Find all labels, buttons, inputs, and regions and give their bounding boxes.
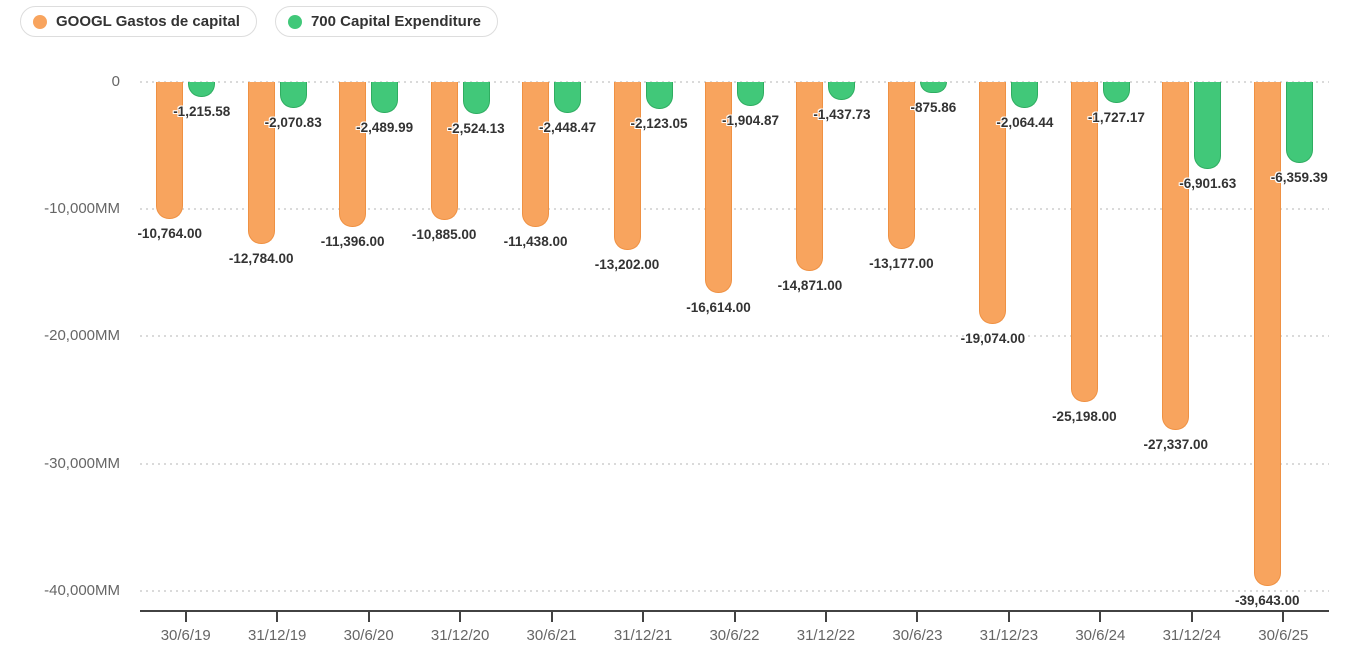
x-axis-category-label: 30/6/22 [709,627,760,644]
x-axis-tick [642,612,645,622]
bar-googl[interactable] [156,81,184,219]
data-label-googl: -14,871.00 [777,277,843,293]
legend-item-700[interactable]: 700 Capital Expenditure [274,6,499,37]
legend-label-700: 700 Capital Expenditure [310,13,482,30]
data-label-700: -2,070.83 [264,114,322,130]
bar-700[interactable] [737,81,764,106]
bar-googl[interactable] [1070,81,1098,403]
data-label-googl: -27,337.00 [1143,436,1209,452]
y-gridline [140,335,1329,338]
data-label-googl: -19,074.00 [960,331,1026,347]
bar-googl[interactable] [613,81,641,250]
chart-legend: GOOGL Gastos de capital 700 Capital Expe… [20,6,499,37]
x-axis-tick [184,612,187,622]
x-axis-tick [1007,612,1010,622]
x-axis-tick [916,612,919,622]
y-axis-tick-label: 0 [111,72,120,90]
x-axis-category-label: 30/6/20 [343,627,394,644]
data-label-googl: -10,764.00 [137,225,202,241]
x-axis-tick [1099,612,1102,622]
data-label-700: -2,064.44 [996,114,1054,130]
data-label-googl: -13,177.00 [869,256,934,272]
bar-googl[interactable] [430,81,458,221]
data-label-700: -2,448.47 [539,119,597,135]
bar-googl[interactable] [1253,81,1281,587]
x-axis-line [140,610,1329,612]
x-axis-tick [733,612,736,622]
data-label-700: -6,359.39 [1270,169,1328,185]
bar-700[interactable] [1285,81,1313,163]
data-label-googl: -39,643.00 [1234,593,1300,609]
bar-700[interactable] [1011,81,1039,108]
x-axis-category-label: 31/12/20 [430,627,490,644]
data-label-700: -1,727.17 [1087,110,1145,126]
bar-googl[interactable] [979,81,1007,325]
bar-700[interactable] [279,81,307,108]
y-axis-tick-label: -30,000MM [44,454,120,472]
x-axis-tick [1282,612,1285,622]
x-axis-tick [824,612,827,622]
y-axis-tick-label: -20,000MM [44,327,120,345]
bar-700[interactable] [554,81,582,113]
y-gridline [140,590,1329,592]
data-label-700: -1,904.87 [721,112,780,128]
data-label-googl: -10,885.00 [411,227,477,243]
bar-googl[interactable] [1162,81,1190,430]
legend-dot-orange-icon [33,14,47,29]
y-gridline [140,207,1329,210]
bar-700[interactable] [1102,81,1130,104]
data-label-700: -875.86 [910,99,957,115]
x-axis-category-label: 31/12/24 [1162,627,1221,644]
y-axis-tick-label: -40,000MM [44,582,120,599]
legend-label-googl: GOOGL Gastos de capital [56,13,240,30]
bar-700[interactable] [188,81,216,97]
bar-googl[interactable] [339,81,367,227]
bar-googl[interactable] [705,81,732,294]
bar-googl[interactable] [796,81,824,271]
legend-dot-green-icon [287,14,302,29]
x-axis-tick [367,612,370,622]
x-axis-category-label: 30/6/25 [1258,627,1309,644]
x-axis-category-label: 30/6/23 [892,627,943,644]
data-label-700: -2,489.99 [356,120,414,136]
data-label-700: -2,123.05 [630,115,688,131]
data-label-700: -2,524.13 [447,120,505,136]
x-axis-category-label: 31/12/21 [613,627,673,644]
x-axis-category-label: 30/6/21 [526,627,577,644]
x-axis-tick [276,612,279,622]
y-gridline [140,462,1329,465]
bar-googl[interactable] [247,81,275,245]
data-label-700: -6,901.63 [1179,176,1237,192]
data-label-googl: -16,614.00 [686,300,751,316]
x-axis-category-label: 30/6/19 [160,627,211,644]
bar-700[interactable] [462,81,490,114]
data-label-700: -1,215.58 [173,103,231,119]
x-axis-category-label: 31/12/22 [796,627,856,644]
x-axis-category-label: 30/6/24 [1075,627,1126,644]
bar-700[interactable] [919,81,947,93]
bar-700[interactable] [371,81,399,114]
data-label-googl: -25,198.00 [1052,409,1117,425]
data-label-googl: -13,202.00 [594,256,660,272]
legend-item-googl[interactable]: GOOGL Gastos de capital [20,6,257,37]
bar-700[interactable] [828,81,856,100]
bar-700[interactable] [645,81,673,109]
data-label-googl: -11,438.00 [503,234,568,250]
data-label-700: -1,437.73 [813,106,871,122]
x-axis-tick [459,612,462,622]
bar-googl[interactable] [522,81,550,228]
x-axis-tick [550,612,553,622]
x-axis-category-label: 31/12/23 [979,627,1039,644]
x-axis-tick [1190,612,1193,622]
y-gridline [140,80,1329,83]
y-axis-tick-label: -10,000MM [44,199,120,217]
bar-googl[interactable] [887,81,915,250]
data-label-googl: -11,396.00 [320,233,385,249]
data-label-googl: -12,784.00 [228,251,294,267]
x-axis-category-label: 31/12/19 [247,627,307,644]
bar-700[interactable] [1194,81,1222,170]
